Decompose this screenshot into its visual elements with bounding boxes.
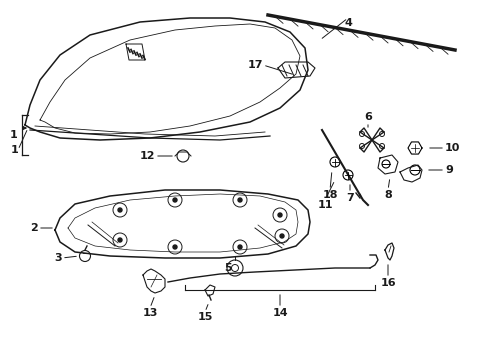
Text: 4: 4	[344, 18, 351, 28]
Text: 10: 10	[444, 143, 459, 153]
Text: 7: 7	[346, 193, 353, 203]
Text: 17: 17	[247, 60, 263, 70]
Text: 1: 1	[10, 145, 18, 155]
Circle shape	[238, 245, 242, 249]
Circle shape	[280, 234, 284, 238]
Text: 3: 3	[54, 253, 62, 263]
Text: 5: 5	[224, 263, 231, 273]
Text: 8: 8	[384, 190, 391, 200]
Circle shape	[173, 245, 177, 249]
Circle shape	[238, 198, 242, 202]
Text: 14: 14	[272, 308, 287, 318]
Text: 1: 1	[9, 130, 17, 140]
Circle shape	[278, 213, 282, 217]
Text: 12: 12	[139, 151, 155, 161]
Text: 2: 2	[30, 223, 38, 233]
Circle shape	[173, 198, 177, 202]
Circle shape	[118, 238, 122, 242]
Text: 13: 13	[142, 308, 157, 318]
Text: 6: 6	[364, 112, 371, 122]
Text: 11: 11	[317, 200, 332, 210]
Text: 16: 16	[379, 278, 395, 288]
Text: 18: 18	[322, 190, 337, 200]
Circle shape	[118, 208, 122, 212]
Text: 15: 15	[197, 312, 212, 322]
Text: 9: 9	[444, 165, 452, 175]
